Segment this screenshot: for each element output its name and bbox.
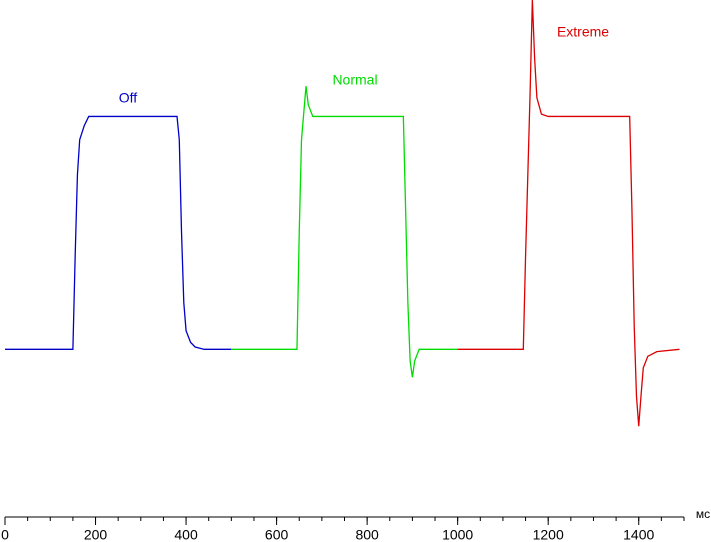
series-label: Extreme bbox=[557, 24, 609, 40]
series-line bbox=[5, 115, 232, 350]
x-tick-label: 600 bbox=[265, 527, 289, 542]
series-label: Off bbox=[119, 90, 138, 106]
x-tick-label: 1000 bbox=[442, 527, 473, 542]
series-line bbox=[457, 0, 680, 427]
x-tick-label: 1200 bbox=[533, 527, 564, 542]
series-label: Normal bbox=[332, 72, 377, 88]
x-tick-label: 0 bbox=[1, 527, 9, 542]
series-line bbox=[231, 86, 458, 378]
x-tick-label: 200 bbox=[84, 527, 108, 542]
x-tick-label: 800 bbox=[355, 527, 379, 542]
x-tick-label: 1400 bbox=[623, 527, 654, 542]
x-tick-label: 400 bbox=[174, 527, 198, 542]
x-axis-label: мс bbox=[696, 507, 710, 521]
